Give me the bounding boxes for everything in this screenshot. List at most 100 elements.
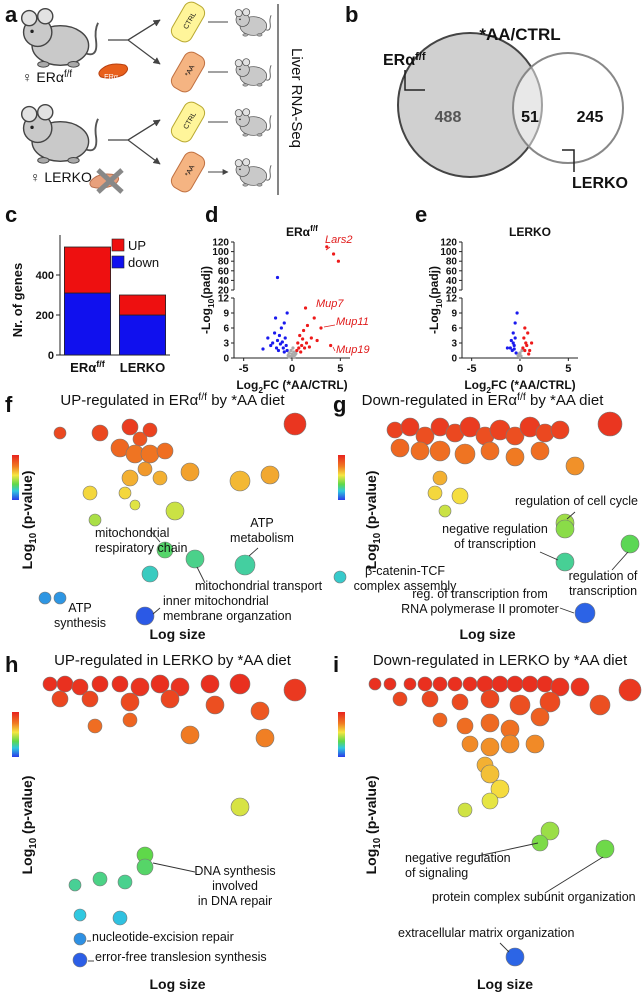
bubble: [152, 470, 168, 486]
bubble: [506, 675, 524, 693]
bubble: [461, 735, 479, 753]
bubble: [618, 678, 642, 702]
bubble: [447, 676, 463, 692]
point: [505, 346, 510, 350]
y-tick-label: 80: [446, 257, 458, 268]
text-part: 10: [372, 532, 383, 543]
point: [302, 328, 306, 333]
point: [522, 336, 526, 340]
bubble: [180, 462, 200, 482]
bubble: [540, 821, 560, 841]
diet-cylinder: *AA: [170, 151, 206, 193]
bubble: [170, 677, 190, 697]
legend-label: down: [128, 255, 159, 270]
point: [513, 321, 517, 325]
point: [287, 351, 291, 355]
bubble: [505, 426, 525, 446]
bubble: [462, 676, 478, 692]
bubble: [140, 444, 160, 464]
bubble: [620, 534, 640, 554]
bubble: [205, 695, 225, 715]
bubble: [451, 693, 469, 711]
bubble: [42, 676, 58, 692]
point: [298, 333, 302, 338]
text-part: 10: [372, 837, 383, 848]
point: [299, 350, 303, 354]
y-tick-label: 9: [223, 309, 229, 320]
bubble: [480, 737, 500, 757]
bubble: [117, 874, 133, 890]
bubble: [530, 707, 550, 727]
text-part: ERα: [383, 52, 415, 69]
point: [527, 352, 531, 356]
legend-swatch: [111, 238, 125, 252]
bubble: [451, 487, 469, 505]
bubble: [88, 513, 102, 527]
y-tick-label: 120: [440, 238, 457, 249]
x-tick-label: 0: [517, 363, 523, 375]
point: [281, 346, 285, 350]
bubble: [480, 764, 500, 784]
text-part: (p-value): [363, 471, 379, 533]
y-tick-label: 12: [446, 294, 458, 305]
point: [291, 346, 295, 350]
point: [525, 343, 529, 348]
bubble: [132, 431, 148, 447]
y-tick-label: 100: [212, 247, 229, 258]
bubble: [121, 469, 139, 487]
chart-title: UP-regulated in ERαf/f by *AA diet: [60, 391, 285, 409]
text-part: (p-value): [363, 776, 379, 838]
bubble: [185, 549, 205, 569]
point: [514, 351, 518, 355]
point: [305, 323, 310, 328]
text-part: Log: [363, 849, 379, 875]
leader-line: [152, 862, 196, 873]
point: [312, 316, 316, 320]
chart-title: Down-regulated in LERKO by *AA diet: [373, 652, 628, 669]
point: [266, 336, 270, 340]
genotype-label: ♀ LERKO: [30, 169, 92, 185]
x-axis-label: Log2FC (*AA/CTRL): [236, 378, 347, 395]
bubble: [229, 673, 251, 695]
arrow: [108, 119, 160, 164]
bubble: [509, 694, 531, 716]
bubble: [530, 441, 550, 461]
bubble: [165, 501, 185, 521]
point: [295, 348, 299, 353]
bubble: [432, 712, 448, 728]
annotation: involved: [212, 879, 258, 893]
chart-title: ERαf/f: [286, 223, 318, 239]
annotation: inner mitochondrial: [163, 594, 269, 608]
text-part: by *AA diet: [526, 392, 604, 409]
point: [521, 346, 525, 350]
point: [273, 331, 277, 335]
bubble: [180, 725, 200, 745]
point: [277, 333, 282, 338]
annotation: negative regulation: [442, 522, 548, 536]
bubble: [92, 871, 108, 887]
point: [273, 316, 278, 320]
bar-segment: [119, 294, 167, 316]
bubble: [72, 952, 88, 968]
set-label: LERKO: [572, 175, 628, 192]
text-part: -Log: [199, 308, 213, 334]
bubble: [73, 932, 87, 946]
gene-label: Mup19: [336, 344, 370, 356]
bubble: [531, 834, 549, 852]
bubble: [490, 779, 510, 799]
bubble: [73, 908, 87, 922]
x-tick-label: -5: [467, 363, 477, 375]
y-tick-label: 200: [36, 310, 54, 322]
y-tick-label: 0: [223, 354, 229, 365]
bubble: [141, 565, 159, 583]
point: [508, 346, 512, 350]
bubble: [56, 675, 74, 693]
bar-segment: [119, 314, 167, 356]
knockout-cross: [96, 168, 124, 194]
bubble: [456, 717, 474, 735]
panel-letter: h: [5, 652, 18, 677]
bubble: [234, 554, 256, 576]
point: [289, 348, 293, 353]
x-tick-label: 5: [565, 363, 571, 375]
point: [520, 348, 524, 353]
